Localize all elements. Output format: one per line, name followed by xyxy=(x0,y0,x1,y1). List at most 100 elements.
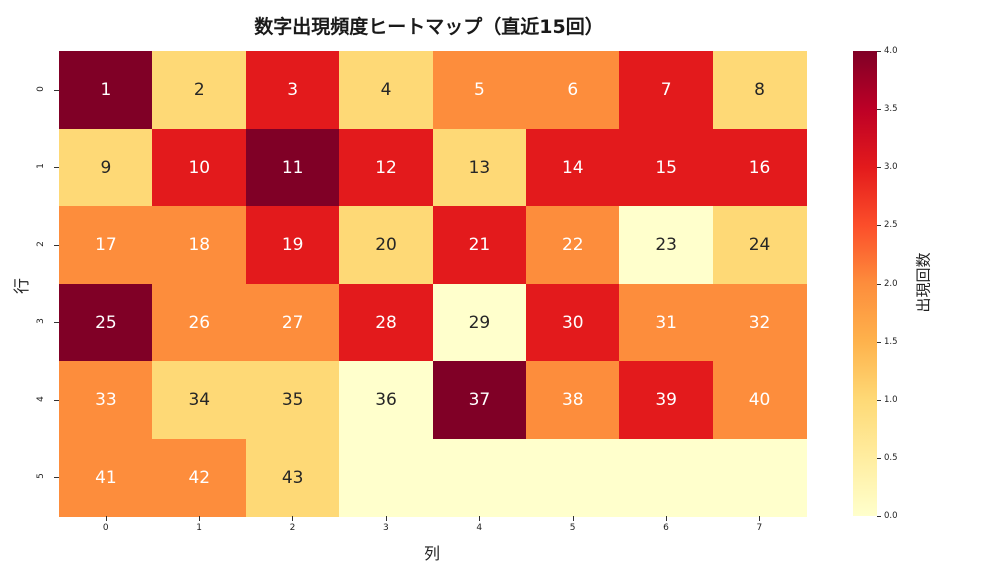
colorbar-tick-label: 0.5 xyxy=(884,452,898,463)
heatmap-cell xyxy=(619,438,714,517)
y-tick-label: 3 xyxy=(36,318,46,325)
x-tick-label: 6 xyxy=(663,523,669,533)
heatmap-cell: 28 xyxy=(339,283,433,362)
y-tick-label: 0 xyxy=(36,85,46,92)
heatmap-cell: 29 xyxy=(432,283,527,362)
heatmap-cell: 7 xyxy=(619,51,714,129)
heatmap-cell: 32 xyxy=(712,283,807,362)
heatmap-cell: 16 xyxy=(712,128,807,207)
colorbar-tick-mark xyxy=(877,51,881,52)
x-tick-label: 4 xyxy=(476,523,483,533)
heatmap-cell: 26 xyxy=(152,283,247,362)
heatmap-cell: 23 xyxy=(619,206,714,284)
chart-title: 数字出現頻度ヒートマップ（直近15回） xyxy=(254,16,604,38)
colorbar-tick-label: 3.5 xyxy=(884,104,898,115)
heatmap-cell: 31 xyxy=(619,283,714,362)
heatmap-cell: 39 xyxy=(619,361,714,439)
heatmap-cell: 11 xyxy=(245,128,340,207)
x-tick-mark xyxy=(665,516,667,521)
heatmap-cell: 8 xyxy=(712,51,807,129)
y-tick-label: 4 xyxy=(36,395,46,402)
heatmap-cell: 20 xyxy=(339,206,433,284)
heatmap-cell xyxy=(339,438,433,517)
colorbar-tick-label: 3.0 xyxy=(884,162,898,173)
heatmap-plot-area: 1 2 3 4 5 6 7 8 9 10 11 12 13 14 15 16 17 18 19 20 21 22 23 24 2… xyxy=(59,51,807,517)
x-tick-label: 1 xyxy=(196,523,202,533)
heatmap-cell: 4 xyxy=(339,51,433,129)
heatmap-cell: 42 xyxy=(152,438,247,517)
heatmap-cell: 33 xyxy=(59,361,153,439)
heatmap-cell: 37 xyxy=(432,361,527,439)
colorbar-tick-label: 1.5 xyxy=(884,336,898,347)
heatmap-cell: 17 xyxy=(59,206,153,284)
y-tick-mark xyxy=(54,89,59,91)
colorbar-tick-mark xyxy=(877,283,881,285)
heatmap-cell: 22 xyxy=(525,206,620,284)
heatmap-cell: 3 xyxy=(245,51,340,129)
colorbar-tick-label: 2.5 xyxy=(884,220,898,231)
heatmap-cell: 9 xyxy=(59,128,153,207)
heatmap-cell: 35 xyxy=(245,361,340,439)
heatmap-cell: 18 xyxy=(152,206,247,284)
heatmap-cell: 13 xyxy=(432,128,527,207)
x-tick-label: 2 xyxy=(289,523,296,533)
colorbar-tick-mark xyxy=(877,399,881,401)
x-tick-mark xyxy=(759,516,761,521)
y-tick-label: 1 xyxy=(36,163,46,170)
colorbar-tick-mark xyxy=(877,516,881,517)
x-tick-label: 5 xyxy=(569,523,576,533)
heatmap-cell: 43 xyxy=(245,438,340,517)
heatmap-cell: 6 xyxy=(525,51,620,129)
heatmap-cell: 24 xyxy=(712,206,807,284)
y-tick-mark xyxy=(54,399,59,401)
colorbar-label: 出現回数 xyxy=(914,252,933,313)
y-tick-mark xyxy=(54,322,59,324)
colorbar-tick-mark xyxy=(877,167,881,169)
heatmap-cell: 41 xyxy=(59,438,153,517)
heatmap-cell: 25 xyxy=(59,283,153,362)
heatmap-cell: 10 xyxy=(152,128,247,207)
x-tick-mark xyxy=(572,516,574,521)
heatmap-cell: 40 xyxy=(712,361,807,439)
y-tick-mark xyxy=(54,477,59,479)
colorbar xyxy=(853,51,877,516)
x-tick-mark xyxy=(385,516,387,521)
y-axis-label: 行 xyxy=(12,277,32,295)
y-tick-label: 5 xyxy=(36,473,46,480)
heatmap-cell xyxy=(525,438,620,517)
colorbar-tick-label: 4.0 xyxy=(884,46,898,56)
heatmap-cell: 30 xyxy=(525,283,620,362)
heatmap-cell xyxy=(712,438,807,517)
x-tick-mark xyxy=(199,516,201,521)
y-tick-mark xyxy=(54,244,59,246)
heatmap-cell xyxy=(432,438,527,517)
x-tick-label: 3 xyxy=(382,523,389,533)
heatmap-cell: 34 xyxy=(152,361,247,439)
colorbar-tick-label: 1.0 xyxy=(884,394,898,405)
colorbar-tick-label: 2.0 xyxy=(884,278,898,289)
colorbar-tick-mark xyxy=(877,225,881,227)
heatmap-cell: 19 xyxy=(245,206,340,284)
heatmap-cell: 36 xyxy=(339,361,433,439)
y-tick-label: 2 xyxy=(36,240,46,247)
y-tick-mark xyxy=(54,167,59,169)
x-tick-mark xyxy=(479,516,481,521)
x-tick-label: 0 xyxy=(102,523,109,533)
heatmap-cell: 2 xyxy=(152,51,247,129)
heatmap-cell: 27 xyxy=(245,283,340,362)
heatmap-cell: 12 xyxy=(339,128,433,207)
heatmap-cell: 38 xyxy=(525,361,620,439)
x-tick-label: 7 xyxy=(756,523,763,533)
heatmap-cell: 15 xyxy=(619,128,714,207)
heatmap-cell: 1 xyxy=(59,51,153,129)
colorbar-tick-mark xyxy=(877,457,881,459)
heatmap-cell: 14 xyxy=(525,128,620,207)
x-tick-mark xyxy=(105,516,107,521)
x-axis-label: 列 xyxy=(423,544,440,563)
heatmap-cell: 5 xyxy=(432,51,527,129)
colorbar-tick-label: 0.0 xyxy=(884,511,898,521)
x-tick-mark xyxy=(292,516,294,521)
colorbar-tick-mark xyxy=(877,109,881,111)
colorbar-tick-mark xyxy=(877,341,881,343)
heatmap-cell: 21 xyxy=(432,206,527,284)
